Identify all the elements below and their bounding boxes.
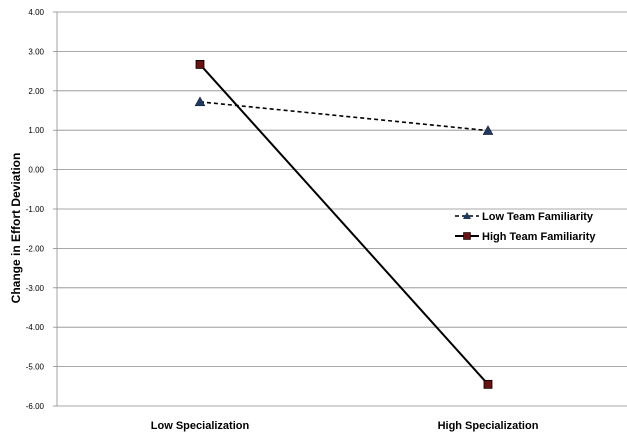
data-point-triangle bbox=[482, 125, 494, 135]
y-tick-label: -1.00 bbox=[26, 205, 45, 214]
axis bbox=[53, 11, 58, 407]
series-line bbox=[199, 101, 489, 132]
data-point-square bbox=[195, 60, 205, 69]
y-tick-label: 0.00 bbox=[28, 166, 44, 175]
y-tick-label: -2.00 bbox=[26, 244, 45, 253]
y-tick-label: -6.00 bbox=[26, 402, 45, 411]
legend-label: Low Team Familiarity bbox=[482, 211, 594, 223]
y-tick-label: -3.00 bbox=[26, 284, 45, 293]
y-tick-label: -4.00 bbox=[26, 323, 45, 332]
y-tick-label: 1.00 bbox=[28, 126, 44, 135]
y-tick-label: -5.00 bbox=[26, 363, 45, 372]
series-line bbox=[199, 63, 489, 385]
labels: Change in Effort Deviation 4.00 3.00 2.00 1… bbox=[9, 8, 539, 432]
data-point-triangle bbox=[194, 96, 206, 107]
x-category-label: Low Specialization bbox=[151, 420, 250, 432]
series bbox=[194, 60, 494, 389]
gridlines bbox=[57, 11, 627, 407]
legend-marker-triangle bbox=[463, 212, 471, 219]
y-tick-label: 4.00 bbox=[28, 8, 44, 17]
x-category-label: High Specialization bbox=[438, 420, 539, 432]
y-tick-label: 2.00 bbox=[28, 87, 44, 96]
legend: Low Team Familiarity High Team Familiarit… bbox=[455, 211, 596, 243]
y-tick-label: 3.00 bbox=[28, 47, 44, 56]
legend-marker-square bbox=[463, 232, 471, 240]
legend-label: High Team Familiarity bbox=[482, 231, 596, 243]
y-axis-title: Change in Effort Deviation bbox=[9, 153, 23, 304]
data-point-square bbox=[483, 379, 493, 389]
